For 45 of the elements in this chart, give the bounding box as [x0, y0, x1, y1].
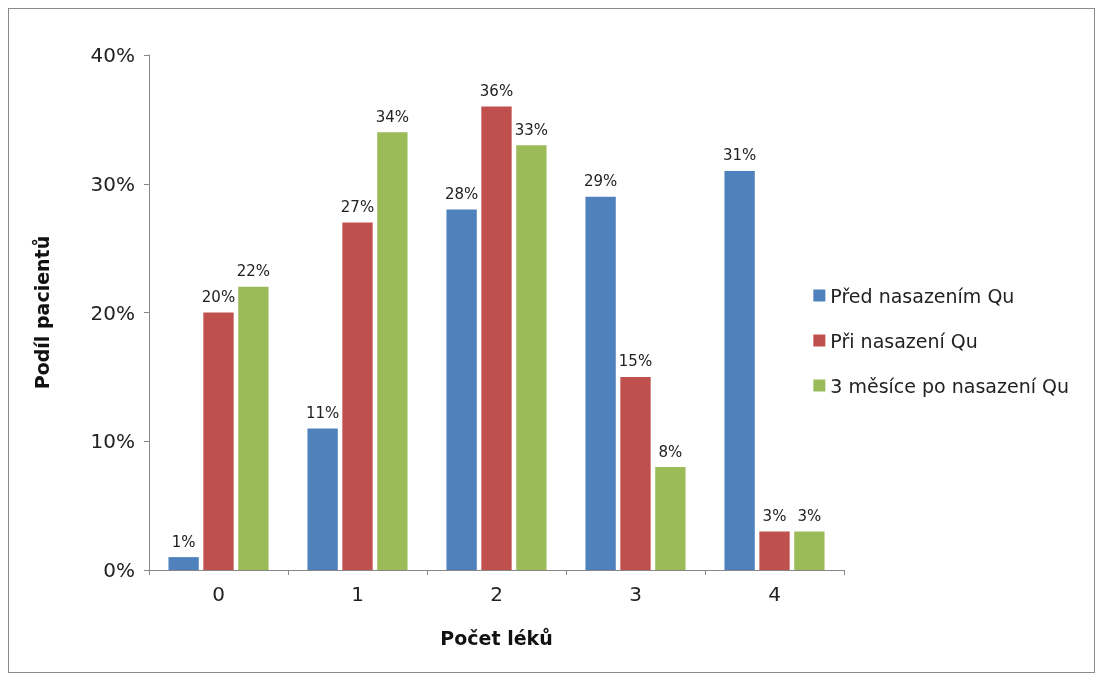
- bar: [516, 145, 547, 570]
- data-label: 1%: [171, 532, 196, 551]
- y-axis-title: Podíl pacientů: [30, 235, 53, 390]
- legend-label: 3 měsíce po nasazení Qu: [830, 374, 1070, 397]
- y-tick-label: 0%: [103, 558, 135, 582]
- data-label: 27%: [340, 197, 375, 216]
- bar: [238, 286, 269, 570]
- data-label: 34%: [375, 107, 410, 126]
- bar: [377, 132, 408, 570]
- bar: [724, 170, 755, 570]
- bar: [620, 376, 651, 570]
- data-label: 20%: [201, 288, 236, 306]
- data-label: 33%: [514, 120, 549, 139]
- data-label: 29%: [583, 172, 618, 191]
- bar: [307, 428, 338, 570]
- data-label: 11%: [305, 403, 340, 422]
- y-tick-label: 20%: [90, 300, 135, 325]
- x-axis-title: Počet léků: [440, 626, 553, 649]
- x-tick-label: 3: [629, 582, 642, 606]
- y-tick-label: 40%: [90, 43, 135, 67]
- y-tick-label: 10%: [90, 429, 135, 454]
- bar: [203, 312, 234, 570]
- bar: [342, 222, 373, 570]
- data-label: 28%: [444, 185, 479, 203]
- bar: [585, 196, 616, 570]
- bar: [759, 531, 790, 570]
- y-tick-label: 30%: [90, 171, 135, 196]
- data-label: 22%: [236, 262, 271, 281]
- legend-label: Před nasazením Qu: [830, 284, 1015, 307]
- x-tick-label: 0: [212, 582, 225, 606]
- data-label: 3%: [762, 506, 787, 525]
- legend-label: Při nasazení Qu: [830, 329, 978, 352]
- data-label: 36%: [479, 82, 514, 100]
- x-tick-label: 2: [490, 582, 503, 606]
- data-label: 31%: [722, 146, 757, 165]
- x-tick-label: 4: [768, 582, 781, 606]
- bar: [481, 106, 512, 570]
- bar: [446, 209, 477, 570]
- x-tick-label: 1: [351, 582, 364, 606]
- data-label: 15%: [618, 352, 653, 371]
- bar: [655, 467, 686, 570]
- data-label: 8%: [658, 442, 683, 461]
- data-label: 3%: [797, 506, 822, 525]
- bar: [168, 557, 199, 570]
- bar: [794, 531, 825, 570]
